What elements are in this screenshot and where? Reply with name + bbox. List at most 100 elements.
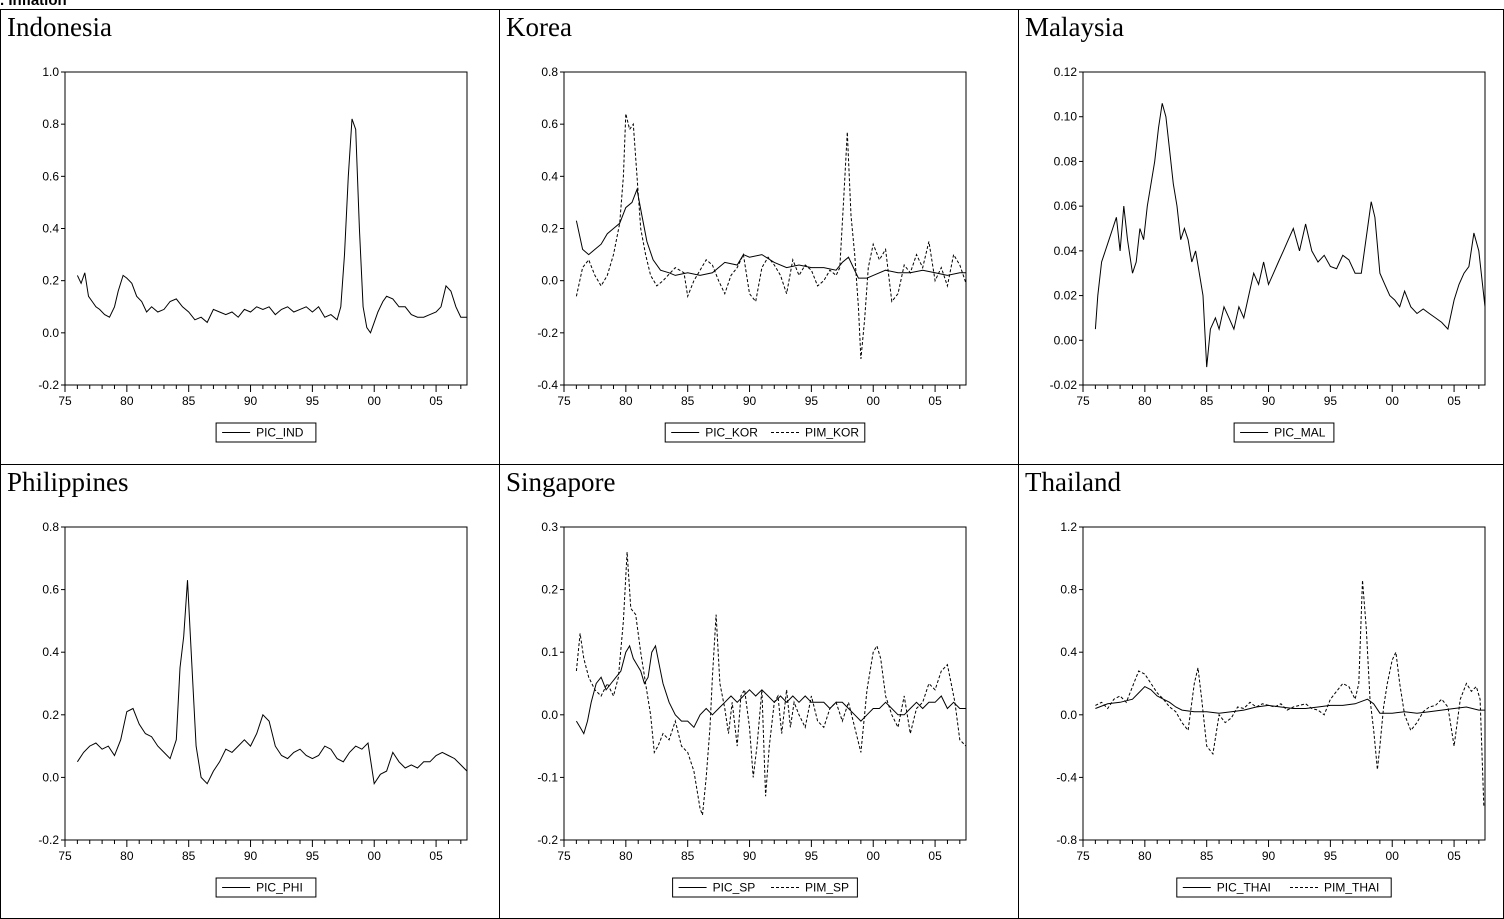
legend-box — [215, 422, 317, 443]
series-line-pic_ind — [76, 118, 467, 334]
x-tick-label: 80 — [120, 849, 134, 863]
y-tick-label: 0.04 — [1054, 244, 1078, 258]
chart-cell-singapore: Singapore -0.2 -0.1 0.0 0.1 0.2 0.3 75 80 85 90 95… — [499, 464, 1019, 919]
y-tick-label: 0.02 — [1054, 289, 1078, 303]
x-tick-label: 90 — [244, 849, 258, 863]
y-tick-label: 1.2 — [1060, 520, 1077, 534]
legend-box — [1176, 877, 1392, 898]
y-tick-label: 0.6 — [541, 117, 558, 131]
y-tick-label: 0.4 — [42, 222, 59, 236]
x-tick-label: 75 — [1076, 394, 1090, 408]
chart-title: Singapore — [506, 467, 616, 497]
y-tick-label: -0.2 — [537, 326, 558, 340]
series-line-pic_phi — [76, 580, 468, 786]
x-tick-label: 80 — [619, 849, 633, 863]
y-tick-label: 0.8 — [42, 520, 59, 534]
series-line-pic_sp — [575, 644, 966, 735]
y-tick-label: 0.8 — [42, 117, 59, 131]
series-line-pim_sp — [575, 551, 967, 816]
x-tick-label: 90 — [1262, 849, 1276, 863]
x-tick-label: 00 — [368, 394, 382, 408]
y-tick-label: 0.8 — [541, 65, 558, 79]
x-tick-label: 90 — [244, 394, 258, 408]
series-line-pim_kor — [575, 113, 967, 359]
legend-label: PIM_SP — [805, 881, 849, 895]
plot-frame — [1082, 526, 1486, 841]
plot-frame — [563, 526, 967, 841]
legend-label: PIC_PHI — [256, 881, 303, 895]
x-tick-label: 75 — [1076, 849, 1090, 863]
y-tick-label: 0.12 — [1054, 65, 1078, 79]
y-tick-label: -0.1 — [537, 770, 558, 784]
x-tick-label: 85 — [1200, 394, 1214, 408]
y-tick-label: 0.0 — [42, 326, 59, 340]
x-tick-label: 85 — [1200, 849, 1214, 863]
y-tick-label: 0.10 — [1054, 110, 1078, 124]
y-tick-label: 0.4 — [42, 645, 59, 659]
legend-label: PIM_KOR — [805, 426, 859, 440]
y-tick-label: 0.0 — [541, 274, 558, 288]
y-tick-label: 0.8 — [1060, 583, 1077, 597]
y-tick-label: 0.6 — [42, 169, 59, 183]
x-tick-label: 00 — [1386, 849, 1400, 863]
y-tick-label: 0.2 — [42, 274, 59, 288]
x-tick-label: 90 — [743, 849, 757, 863]
x-tick-label: 95 — [805, 394, 819, 408]
chart-grid: Indonesia -0.2 0.0 0.2 0.4 0.6 0.8 1.0 75 80 85 90… — [0, 9, 1504, 919]
y-tick-label: 0.06 — [1054, 199, 1078, 213]
y-tick-label: 0.08 — [1054, 154, 1078, 168]
legend-label: PIM_THAI — [1324, 881, 1379, 895]
y-tick-label: 0.0 — [1060, 708, 1077, 722]
chart-title: Korea — [506, 12, 572, 42]
legend-label: PIC_IND — [256, 426, 304, 440]
legend-label: PIC_SP — [713, 881, 756, 895]
legend-box — [1233, 422, 1335, 443]
legend-label: PIC_KOR — [705, 426, 758, 440]
y-tick-label: 0.0 — [541, 708, 558, 722]
chart-cell-korea: Korea -0.4 -0.2 0.0 0.2 0.4 0.6 0.8 75 80 85 90 95 0… — [499, 9, 1019, 465]
x-tick-label: 85 — [681, 849, 695, 863]
x-tick-label: 05 — [928, 849, 942, 863]
x-tick-label: 95 — [1324, 849, 1338, 863]
plot-frame — [64, 71, 468, 386]
plot-frame — [64, 526, 468, 841]
y-tick-label: 0.2 — [541, 222, 558, 236]
chart-title: Thailand — [1025, 467, 1121, 497]
series-line-pic_thai — [1095, 685, 1485, 714]
series-line-pic_kor — [575, 187, 966, 279]
x-tick-label: 75 — [58, 394, 72, 408]
x-tick-label: 80 — [1138, 394, 1152, 408]
y-tick-label: -0.2 — [38, 378, 59, 392]
chart-title: Malaysia — [1025, 12, 1124, 42]
y-tick-label: -0.4 — [537, 378, 558, 392]
x-tick-label: 85 — [681, 394, 695, 408]
y-tick-label: 0.0 — [42, 770, 59, 784]
x-tick-label: 80 — [619, 394, 633, 408]
x-tick-label: 00 — [867, 849, 881, 863]
chart-cell-thailand: Thailand -0.8 -0.4 0.0 0.4 0.8 1.2 75 80 85 90 95 0… — [1018, 464, 1504, 919]
y-tick-label: 0.3 — [541, 520, 558, 534]
x-tick-label: 90 — [1262, 394, 1276, 408]
y-tick-label: 1.0 — [42, 65, 59, 79]
legend-box — [664, 422, 866, 443]
chart-cell-indonesia: Indonesia -0.2 0.0 0.2 0.4 0.6 0.8 1.0 75 80 85 90… — [0, 9, 500, 465]
x-tick-label: 85 — [182, 394, 196, 408]
x-tick-label: 00 — [1386, 394, 1400, 408]
chart-svg: -0.2 -0.1 0.0 0.1 0.2 0.3 75 80 85 90 95 00 05 PIC_SP… — [537, 520, 967, 898]
x-tick-label: 05 — [429, 394, 443, 408]
x-tick-label: 05 — [1447, 394, 1461, 408]
plot-frame — [1082, 71, 1486, 386]
chart-title: Indonesia — [7, 12, 112, 42]
y-tick-label: 0.4 — [1060, 645, 1077, 659]
y-tick-label: 0.6 — [42, 583, 59, 597]
x-tick-label: 80 — [1138, 849, 1152, 863]
chart-svg: -0.2 0.0 0.2 0.4 0.6 0.8 75 80 85 90 95 00 05 PIC_PHI — [38, 520, 468, 898]
plot-frame — [563, 71, 967, 386]
chart-svg: -0.02 0.00 0.02 0.04 0.06 0.08 0.10 0.12 75 80 85 9… — [1050, 65, 1486, 443]
y-tick-label: 0.00 — [1054, 333, 1078, 347]
y-tick-label: -0.2 — [38, 833, 59, 847]
x-tick-label: 95 — [1324, 394, 1338, 408]
x-tick-label: 85 — [182, 849, 196, 863]
y-tick-label: 0.2 — [541, 583, 558, 597]
x-tick-label: 00 — [368, 849, 382, 863]
